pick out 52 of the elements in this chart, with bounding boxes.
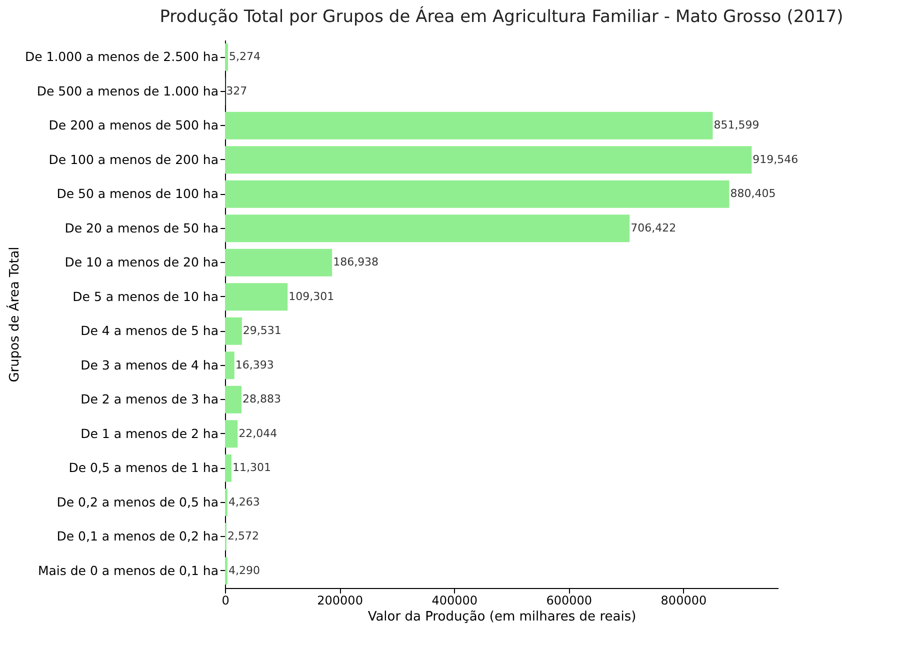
- bar: [225, 248, 332, 276]
- x-tick-label: 400000: [432, 594, 478, 608]
- data-label: 22,044: [238, 426, 278, 440]
- bar: [225, 43, 228, 71]
- bar: [225, 386, 242, 414]
- data-label: 880,405: [730, 187, 776, 200]
- y-axis-title: Grupos de Área Total: [6, 246, 22, 382]
- y-tick-label: De 0,5 a menos de 1 ha: [68, 460, 218, 476]
- bar: [225, 180, 730, 208]
- data-label: 2,572: [227, 530, 259, 543]
- bar: [225, 214, 630, 242]
- bar: [225, 317, 242, 345]
- bar: [225, 352, 234, 380]
- y-tick-label: De 500 a menos de 1.000 ha: [36, 83, 218, 98]
- bar: [225, 454, 232, 482]
- x-tick-label: 200000: [317, 594, 363, 608]
- data-label: 706,422: [630, 221, 676, 234]
- x-tick-label: 600000: [546, 594, 592, 608]
- y-tick-label: De 100 a menos de 200 ha: [48, 152, 218, 167]
- y-tick-label: De 5 a menos de 10 ha: [72, 288, 218, 304]
- y-tick-label: De 0,1 a menos de 0,2 ha: [56, 528, 218, 544]
- y-tick-label: De 1.000 a menos de 2.500 ha: [24, 49, 218, 64]
- y-tick-label: De 1 a menos de 2 ha: [80, 426, 218, 441]
- y-tick-label: De 0,2 a menos de 0,5 ha: [56, 494, 218, 510]
- data-label: 186,938: [333, 256, 379, 269]
- x-axis-title: Valor da Produção (em milhares de reais): [368, 610, 636, 624]
- x-tick-label: 0: [222, 594, 230, 608]
- bar: [225, 146, 752, 174]
- data-label: 109,301: [288, 290, 334, 303]
- data-label: 4,290: [228, 564, 260, 577]
- y-tick-label: De 4 a menos de 5 ha: [80, 323, 218, 338]
- data-label: 4,263: [228, 495, 260, 508]
- bar: [225, 112, 713, 140]
- y-tick-label: De 2 a menos de 3 ha: [80, 392, 218, 407]
- y-tick-label: Mais de 0 a menos de 0,1 ha: [38, 562, 218, 578]
- chart-title: Produção Total por Grupos de Área em Agricultura Familiar - Mato Grosso (2017): [160, 6, 844, 27]
- data-label: 29,531: [242, 324, 282, 338]
- data-label: 851,599: [714, 118, 760, 132]
- data-label: 28,883: [242, 392, 282, 406]
- y-tick-label: De 50 a menos de 100 ha: [56, 186, 218, 202]
- x-tick-label: 800000: [660, 594, 707, 608]
- y-tick-label: De 10 a menos de 20 ha: [64, 254, 218, 270]
- y-tick-label: De 20 a menos de 50 ha: [64, 220, 218, 236]
- bar: [225, 283, 288, 311]
- y-tick-label: De 3 a menos de 4 ha: [80, 357, 218, 372]
- data-label: 327: [226, 84, 248, 98]
- y-tick-label: De 200 a menos de 500 ha: [48, 118, 218, 133]
- data-label: 5,274: [229, 50, 261, 64]
- bar: [225, 420, 238, 448]
- data-label: 16,393: [235, 358, 274, 372]
- data-label: 919,546: [752, 152, 798, 166]
- data-label: 11,301: [232, 461, 271, 474]
